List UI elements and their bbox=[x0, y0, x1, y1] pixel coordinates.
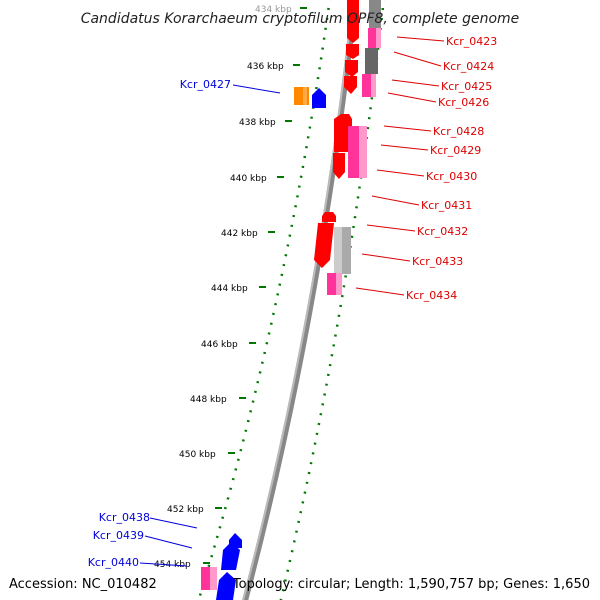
tick-label: 438 kbp bbox=[239, 118, 276, 128]
left-gene-labels: Kcr_0427 Kcr_0438 Kcr_0439 Kcr_0440 bbox=[88, 78, 231, 569]
gene-arrow[interactable] bbox=[333, 153, 345, 179]
gene-block[interactable] bbox=[371, 74, 376, 97]
tick-label: 436 kbp bbox=[247, 62, 284, 72]
leader-line bbox=[371, 195, 420, 206]
gene-block[interactable] bbox=[359, 126, 367, 178]
right-gene-labels: Kcr_0423 Kcr_0424 Kcr_0425 Kcr_0426 Kcr_… bbox=[406, 35, 497, 302]
gene-block[interactable] bbox=[303, 87, 307, 105]
leader-line bbox=[149, 517, 198, 529]
right-genes bbox=[314, 0, 381, 295]
leader-line bbox=[232, 84, 281, 94]
tick-label: 446 kbp bbox=[201, 340, 238, 350]
gene-label[interactable]: Kcr_0434 bbox=[406, 289, 457, 302]
outer-dotted-arc bbox=[197, 0, 331, 600]
gene-arrow[interactable] bbox=[346, 44, 359, 59]
gene-arrow[interactable] bbox=[312, 88, 326, 108]
tick-label: 450 kbp bbox=[179, 450, 216, 460]
gene-label[interactable]: Kcr_0424 bbox=[443, 60, 494, 73]
gene-block[interactable] bbox=[210, 567, 217, 590]
leader-line bbox=[139, 562, 188, 567]
tick-label: 440 kbp bbox=[230, 174, 267, 184]
accession-text: Accession: NC_010482 bbox=[9, 577, 157, 592]
gene-arrow[interactable] bbox=[344, 76, 357, 94]
gene-arrow[interactable] bbox=[345, 60, 358, 77]
gene-block[interactable] bbox=[342, 227, 351, 274]
gene-label[interactable]: Kcr_0429 bbox=[430, 144, 481, 157]
gene-block[interactable] bbox=[376, 28, 381, 48]
leader-line bbox=[391, 79, 440, 87]
genome-backbone bbox=[242, 0, 358, 600]
leader-line bbox=[144, 535, 193, 549]
leader-line bbox=[355, 287, 405, 296]
leader-line bbox=[366, 224, 416, 232]
tick-marks bbox=[203, 7, 307, 564]
leader-line bbox=[396, 36, 445, 42]
gene-arrow[interactable] bbox=[314, 223, 334, 268]
leader-line bbox=[393, 51, 442, 67]
gene-block[interactable] bbox=[336, 273, 342, 295]
gene-label[interactable]: Kcr_0423 bbox=[446, 35, 497, 48]
tick-label: 434 kbp bbox=[255, 5, 292, 15]
leader-line bbox=[361, 253, 411, 262]
gene-label[interactable]: Kcr_0426 bbox=[438, 96, 489, 109]
gene-block[interactable] bbox=[369, 0, 381, 28]
leader-line bbox=[380, 144, 429, 151]
leader-line bbox=[383, 125, 432, 132]
topology-text: Topology: circular; Length: 1,590,757 bp… bbox=[232, 577, 590, 592]
tick-label: 444 kbp bbox=[211, 284, 248, 294]
gene-label[interactable]: Kcr_0430 bbox=[426, 170, 477, 183]
gene-label[interactable]: Kcr_0427 bbox=[180, 78, 231, 91]
gene-label[interactable]: Kcr_0440 bbox=[88, 556, 139, 569]
gene-label[interactable]: Kcr_0433 bbox=[412, 255, 463, 268]
leader-line bbox=[387, 92, 437, 103]
tick-label: 442 kbp bbox=[221, 229, 258, 239]
map-title: Candidatus Korarchaeum cryptofilum OPF8,… bbox=[81, 11, 520, 27]
gene-label[interactable]: Kcr_0431 bbox=[421, 199, 472, 212]
gene-arrow[interactable] bbox=[322, 212, 336, 222]
gene-arrow[interactable] bbox=[216, 572, 236, 600]
gene-arrow[interactable] bbox=[347, 0, 359, 43]
genome-backbone-highlight bbox=[242, 0, 354, 600]
gene-label[interactable]: Kcr_0432 bbox=[417, 225, 468, 238]
leader-line bbox=[376, 169, 425, 177]
gene-label[interactable]: Kcr_0425 bbox=[441, 80, 492, 93]
gene-arrow[interactable] bbox=[221, 542, 240, 570]
tick-label: 448 kbp bbox=[190, 395, 227, 405]
right-label-leaders bbox=[355, 36, 445, 296]
gene-label[interactable]: Kcr_0428 bbox=[433, 125, 484, 138]
gene-arrow[interactable] bbox=[334, 114, 352, 152]
gene-label[interactable]: Kcr_0439 bbox=[93, 529, 144, 542]
tick-labels: 434 kbp 436 kbp 438 kbp 440 kbp 442 kbp … bbox=[154, 5, 292, 570]
gene-label[interactable]: Kcr_0438 bbox=[99, 511, 150, 524]
tick-label: 452 kbp bbox=[167, 505, 204, 515]
left-genes bbox=[201, 87, 326, 600]
left-label-leaders bbox=[139, 84, 281, 567]
gene-block[interactable] bbox=[365, 48, 378, 74]
